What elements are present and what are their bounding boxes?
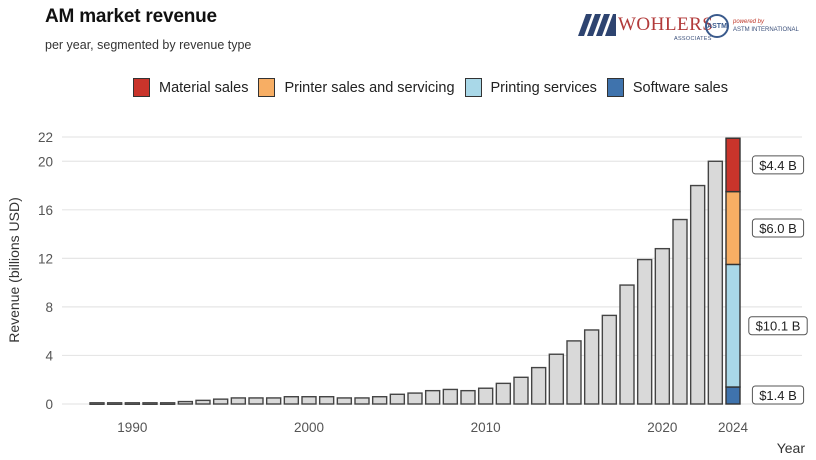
astm-org-name: ASTM INTERNATIONAL <box>733 27 799 33</box>
wohlers-logo: WOHLERS ASSOCIATES <box>578 14 714 42</box>
segment-value-label: $4.4 B <box>751 155 805 175</box>
wohlers-wordmark: WOHLERS <box>618 14 714 35</box>
bar <box>707 160 724 405</box>
bar <box>583 329 600 405</box>
legend-item-printing-services: Printing services <box>464 78 597 97</box>
y-axis-label: Revenue (billions USD) <box>6 197 22 343</box>
bar <box>460 389 476 405</box>
bar <box>548 353 565 405</box>
bar <box>318 396 335 405</box>
wohlers-tagline: ASSOCIATES <box>674 36 712 42</box>
legend-label: Printing services <box>490 79 597 96</box>
bar <box>371 396 388 405</box>
segment-value-text: $10.1 B <box>756 319 801 334</box>
chart-title: AM market revenue <box>45 6 217 27</box>
bar <box>619 284 635 405</box>
segment-label-box <box>751 155 805 175</box>
astm-logo: ASTM powered by ASTM INTERNATIONAL <box>705 14 799 38</box>
bar <box>212 398 229 405</box>
segment-value-text: $6.0 B <box>759 221 797 236</box>
astm-powered-by: powered by <box>733 19 765 25</box>
bar <box>248 397 264 405</box>
x-tick-label: 2020 <box>647 420 677 435</box>
bar <box>265 397 282 405</box>
bar <box>530 366 547 405</box>
x-tick-label: 2000 <box>294 420 324 435</box>
wohlers-mark-icon <box>578 14 616 36</box>
bar <box>301 396 317 405</box>
x-tick-label: 2024 <box>718 420 749 435</box>
segment-label-box <box>748 316 808 336</box>
segment-value-text: $4.4 B <box>759 158 797 173</box>
bar <box>389 393 406 405</box>
chart-subtitle: per year, segmented by revenue type <box>45 38 252 52</box>
bar <box>672 218 688 405</box>
segment-label-box <box>751 218 805 238</box>
bar <box>230 397 247 405</box>
bar <box>513 376 529 405</box>
legend-swatch <box>133 78 150 97</box>
bar <box>195 399 211 405</box>
bar <box>159 402 176 405</box>
bar <box>424 389 441 405</box>
bar <box>566 340 582 405</box>
bar <box>283 396 300 405</box>
x-axis-label: Year <box>777 440 806 456</box>
bar <box>689 184 706 405</box>
bar <box>142 402 158 405</box>
bar <box>177 400 194 405</box>
segment-value-text: $1.4 B <box>759 388 797 403</box>
y-tick-label: 16 <box>38 203 53 218</box>
y-tick-label: 12 <box>38 251 53 266</box>
bars <box>89 137 741 405</box>
chart-legend: Material sales Printer sales and servici… <box>133 78 738 97</box>
segment-value-label: $6.0 B <box>751 218 805 238</box>
legend-item-material-sales: Material sales <box>133 78 248 97</box>
x-tick-label: 1990 <box>117 420 147 435</box>
segment-labels: $1.4 B $10.1 B $6.0 B $4.4 B <box>748 155 808 405</box>
x-axis-ticks: 1990 2000 2010 2020 2024 <box>117 420 748 435</box>
legend-label: Material sales <box>159 79 249 96</box>
legend-swatch <box>606 78 624 97</box>
astm-seal-icon: ASTM <box>705 14 729 38</box>
bar <box>442 388 459 405</box>
legend-swatch <box>258 78 276 97</box>
segment-label-box <box>751 385 805 405</box>
x-tick-label: 2010 <box>471 420 501 435</box>
segment-value-label: $10.1 B <box>748 316 808 336</box>
y-tick-label: 4 <box>45 348 53 363</box>
bar <box>495 382 512 405</box>
bar <box>336 397 353 405</box>
bar <box>89 402 105 405</box>
bar <box>407 392 423 405</box>
legend-item-printer-sales: Printer sales and servicing <box>258 78 455 97</box>
bar <box>654 247 671 405</box>
y-tick-label: 20 <box>38 154 53 169</box>
segment-value-label: $1.4 B <box>751 385 805 405</box>
y-tick-label: 0 <box>45 397 53 412</box>
legend-item-software-sales: Software sales <box>606 78 728 97</box>
bar <box>124 402 141 405</box>
bar-segment <box>725 386 741 405</box>
bar <box>477 387 494 405</box>
bar-segment <box>725 190 741 266</box>
bar <box>601 314 618 405</box>
legend-label: Printer sales and servicing <box>284 79 455 96</box>
bar-segment <box>725 263 741 388</box>
y-tick-label: 8 <box>45 300 53 315</box>
bar <box>354 397 370 405</box>
legend-swatch <box>464 78 482 97</box>
legend-label: Software sales <box>632 79 728 96</box>
bar <box>636 258 653 405</box>
y-axis-ticks: 0 4 8 12 16 20 22 <box>38 130 54 412</box>
y-tick-label: 22 <box>38 130 53 145</box>
bar-segment <box>725 137 741 193</box>
bar <box>106 402 123 405</box>
